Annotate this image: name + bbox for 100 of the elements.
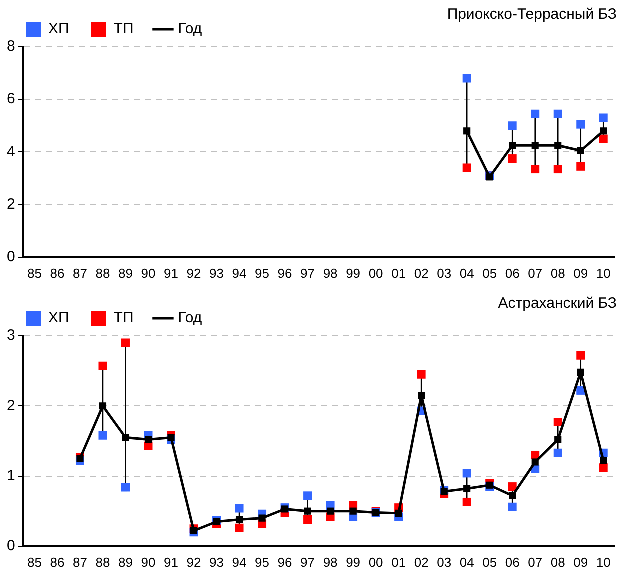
point — [508, 122, 517, 130]
legend-label: ХП — [48, 310, 70, 327]
x-tick-label: 96 — [278, 554, 292, 570]
point — [554, 165, 562, 174]
x-tick-label: 96 — [278, 266, 292, 281]
x-tick-label: 86 — [50, 554, 65, 570]
point — [235, 504, 244, 513]
x-tick-label: 99 — [346, 554, 361, 570]
x-tick-label: 97 — [300, 266, 316, 281]
point — [576, 120, 586, 129]
point — [304, 516, 312, 524]
x-tick-label: 02 — [414, 266, 429, 281]
point — [99, 402, 107, 410]
point — [462, 498, 472, 506]
x-tick-label: 07 — [528, 554, 543, 570]
x-tick-label: 91 — [164, 554, 178, 570]
point — [554, 110, 562, 118]
x-tick-label: 85 — [27, 266, 42, 281]
x-tick-label: 04 — [460, 266, 474, 281]
point — [509, 142, 516, 150]
x-tick-label: 08 — [550, 266, 566, 281]
point — [350, 508, 357, 515]
x-tick-label: 02 — [414, 554, 429, 570]
y-tick-label: 0 — [7, 248, 16, 266]
x-tick-label: 95 — [255, 266, 270, 281]
x-tick-label: 01 — [392, 266, 406, 281]
chart-title: Астраханский БЗ — [498, 295, 617, 312]
x-tick-label: 03 — [437, 266, 452, 281]
x-tick-label: 06 — [505, 554, 520, 570]
point — [532, 142, 539, 150]
x-tick-label: 87 — [73, 266, 88, 281]
x-tick-label: 00 — [368, 266, 384, 281]
point — [508, 502, 517, 512]
point — [98, 431, 108, 440]
point — [395, 510, 402, 517]
y-tick-label: 1 — [7, 467, 16, 484]
point — [509, 492, 516, 500]
chart-title: Приокско-Террасный БЗ — [447, 6, 617, 23]
x-tick-label: 09 — [574, 266, 588, 281]
x-tick-label: 97 — [300, 554, 316, 570]
x-tick-label: 90 — [141, 266, 156, 281]
point — [599, 114, 608, 122]
x-tick-label: 98 — [323, 266, 338, 281]
point — [464, 485, 471, 492]
x-tick-label: 93 — [210, 266, 224, 281]
x-tick-label: 93 — [210, 554, 224, 570]
y-tick-label: 2 — [7, 196, 16, 213]
x-tick-label: 94 — [232, 554, 247, 570]
y-tick-label: 4 — [7, 143, 16, 160]
x-tick-label: 92 — [186, 554, 202, 570]
x-tick-label: 92 — [186, 266, 202, 281]
point — [464, 128, 471, 135]
x-tick-label: 99 — [346, 266, 361, 281]
point — [235, 524, 244, 532]
x-tick-label: 03 — [437, 554, 452, 570]
point — [576, 162, 586, 171]
x-tick-label: 09 — [574, 554, 588, 570]
point — [531, 110, 540, 118]
x-tick-label: 86 — [50, 266, 65, 281]
x-tick-label: 00 — [368, 554, 384, 570]
x-tick-label: 08 — [550, 554, 566, 570]
point — [98, 362, 108, 370]
point — [554, 448, 562, 458]
point — [122, 483, 130, 492]
point — [462, 469, 472, 478]
y-tick-label: 6 — [7, 90, 16, 108]
x-tick-label: 87 — [73, 554, 88, 570]
point — [304, 508, 312, 515]
point — [122, 338, 130, 348]
point — [462, 164, 472, 172]
point — [576, 351, 586, 360]
point — [599, 134, 608, 144]
point — [327, 508, 334, 515]
x-tick-label: 94 — [232, 266, 247, 281]
x-tick-label: 10 — [596, 266, 611, 281]
point — [532, 458, 539, 466]
x-tick-label: 85 — [27, 554, 42, 570]
x-tick-label: 01 — [392, 554, 406, 570]
x-tick-label: 10 — [596, 554, 611, 570]
legend-label: Год — [178, 310, 202, 327]
point — [600, 128, 608, 135]
point — [600, 457, 608, 464]
point — [304, 492, 312, 500]
legend-label: ТП — [114, 310, 134, 327]
point — [168, 434, 175, 442]
point — [508, 482, 517, 492]
point — [599, 464, 608, 472]
legend-label: ХП — [48, 20, 70, 38]
legend-label: Год — [178, 20, 202, 38]
y-tick-label: 8 — [7, 38, 16, 56]
x-tick-label: 91 — [164, 266, 178, 281]
point — [577, 147, 584, 154]
point — [554, 142, 562, 150]
legend-label: ТП — [114, 20, 134, 38]
point — [486, 482, 494, 489]
x-tick-label: 89 — [118, 266, 133, 281]
x-tick-label: 88 — [96, 266, 110, 281]
point — [577, 368, 584, 376]
y-tick-label: 2 — [7, 397, 16, 414]
point — [122, 434, 130, 442]
